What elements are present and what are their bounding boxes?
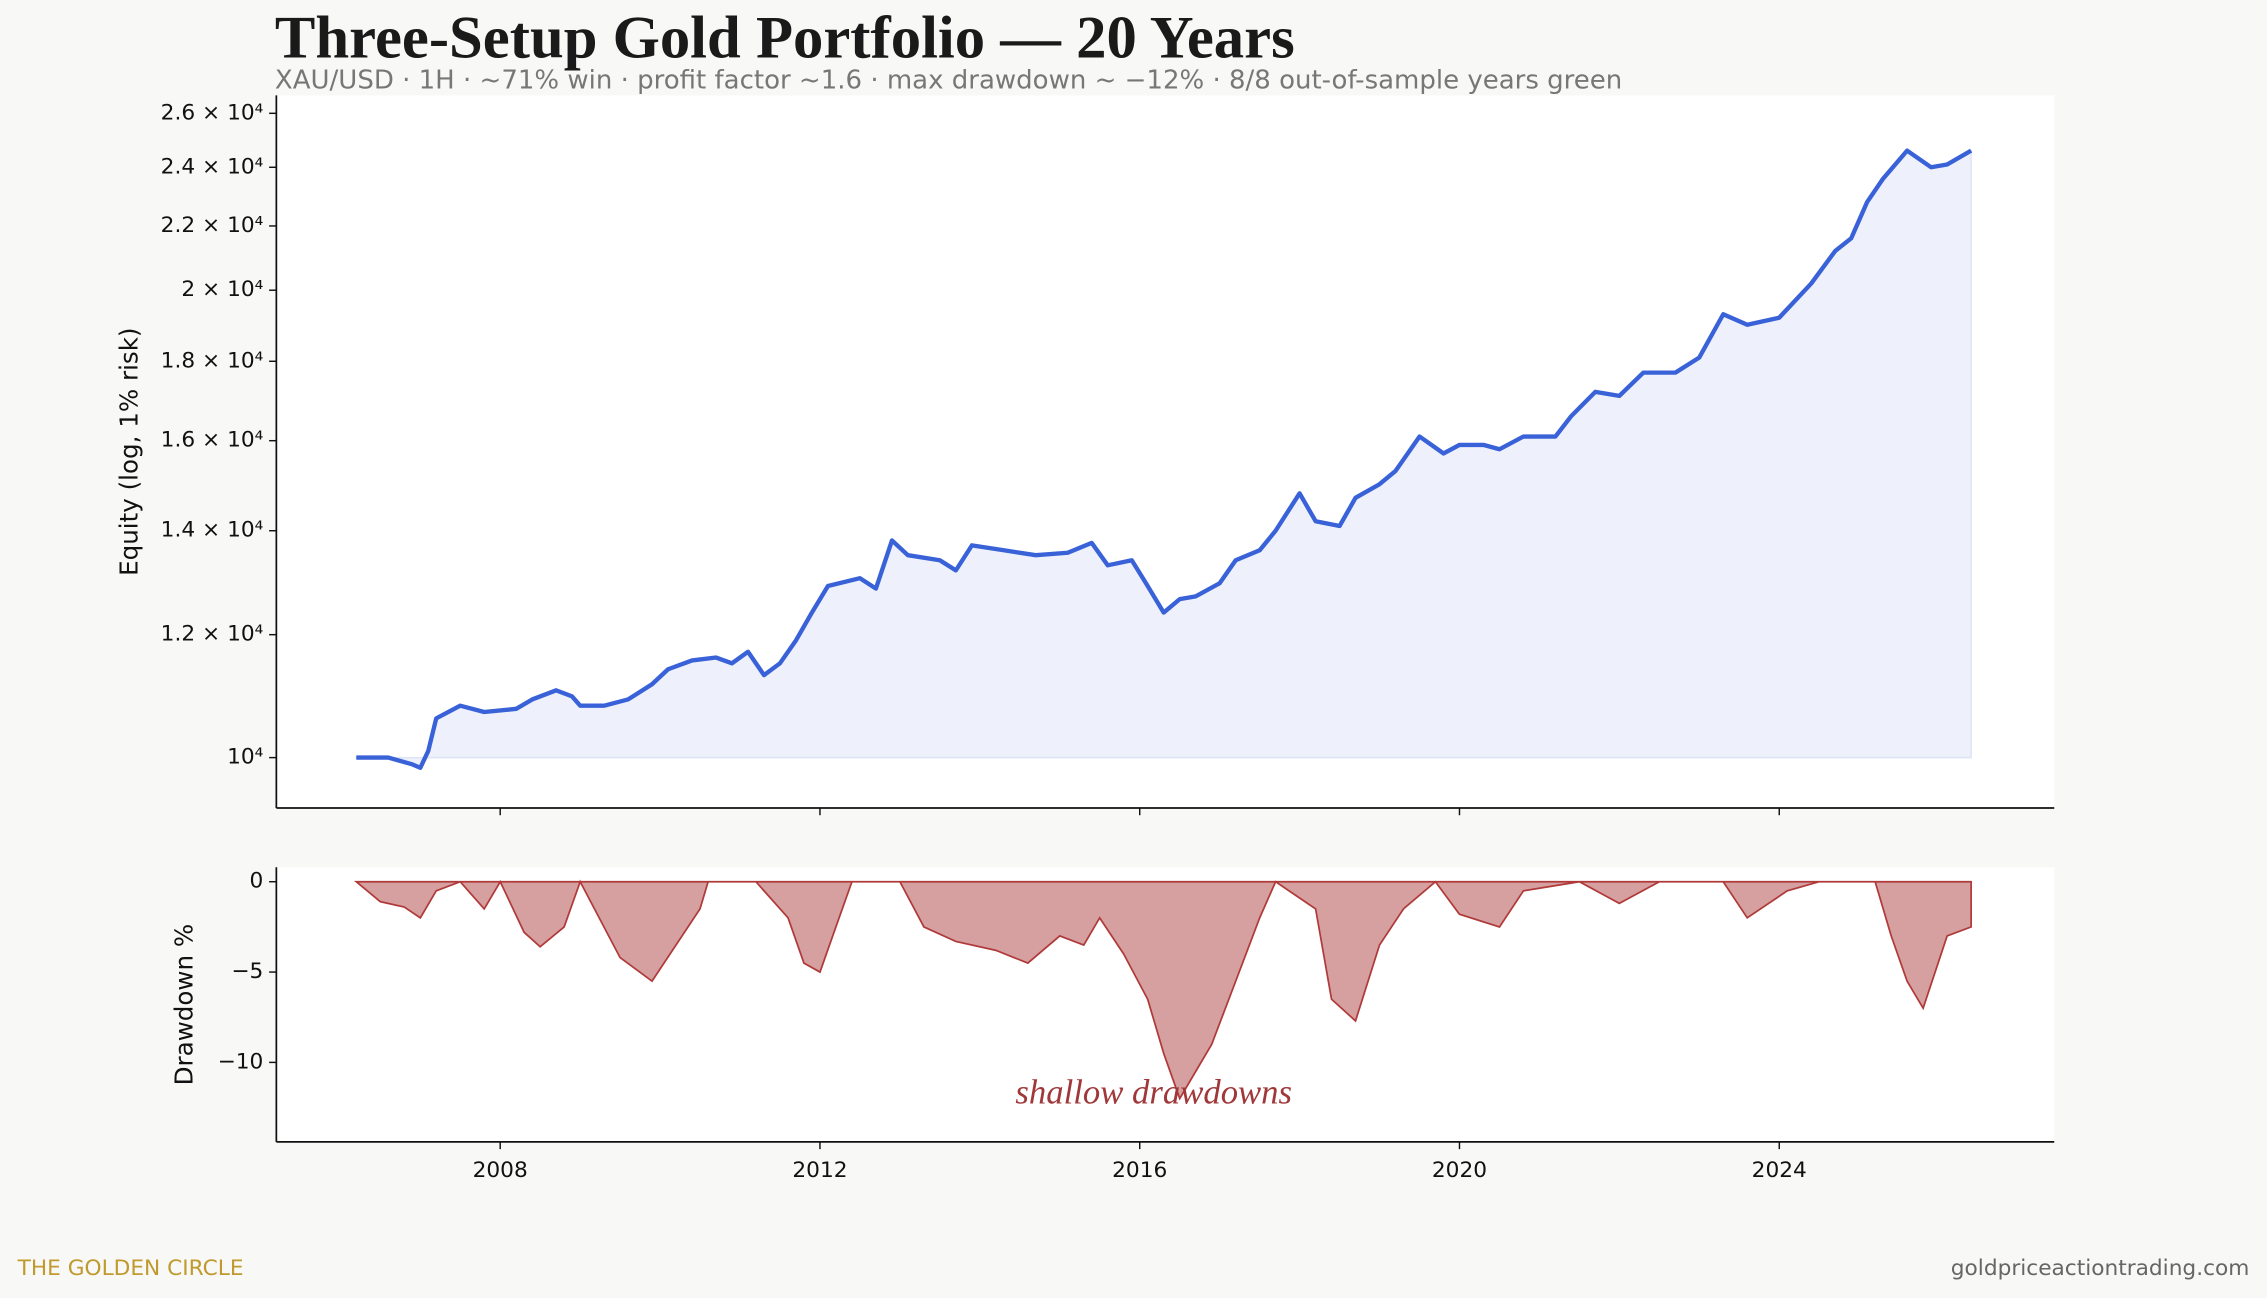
x-tick-label: 2008 xyxy=(473,1158,528,1183)
y-tick-label: 0 xyxy=(250,869,264,894)
x-tick-label: 2020 xyxy=(1432,1158,1487,1183)
y-tick-label: 2.4 × 10⁴ xyxy=(161,154,264,179)
site: goldpriceactiontrading.com xyxy=(1951,1256,2250,1281)
x-tick-label: 2016 xyxy=(1112,1158,1167,1183)
y-axis-label: Equity (log, 1% risk) xyxy=(114,327,143,575)
title: Three-Setup Gold Portfolio — 20 Years xyxy=(275,4,1295,71)
y-tick-label: 10⁴ xyxy=(227,745,263,770)
y-tick-label: 2.2 × 10⁴ xyxy=(161,213,264,238)
y-tick-label: 1.6 × 10⁴ xyxy=(161,428,264,453)
subtitle: XAU/USD · 1H · ~71% win · profit factor … xyxy=(275,65,1622,95)
annotation: shallow drawdowns xyxy=(1015,1073,1292,1112)
y-tick-label: −10 xyxy=(218,1049,264,1074)
equity-line xyxy=(356,148,1973,770)
x-tick-label: 2024 xyxy=(1752,1158,1807,1183)
drawdown-area xyxy=(353,879,1972,1101)
x-tick-label: 2012 xyxy=(792,1158,847,1183)
y-tick-label: 2.6 × 10⁴ xyxy=(161,100,264,125)
y-axis-label: Drawdown % xyxy=(169,924,198,1086)
y-tick-label: 1.8 × 10⁴ xyxy=(161,348,264,373)
y-tick-label: −5 xyxy=(231,959,263,984)
brand: THE GOLDEN CIRCLE xyxy=(17,1256,244,1281)
y-tick-label: 1.4 × 10⁴ xyxy=(161,518,264,543)
y-tick-label: 2 × 10⁴ xyxy=(181,277,263,302)
y-tick-label: 1.2 × 10⁴ xyxy=(161,622,264,647)
